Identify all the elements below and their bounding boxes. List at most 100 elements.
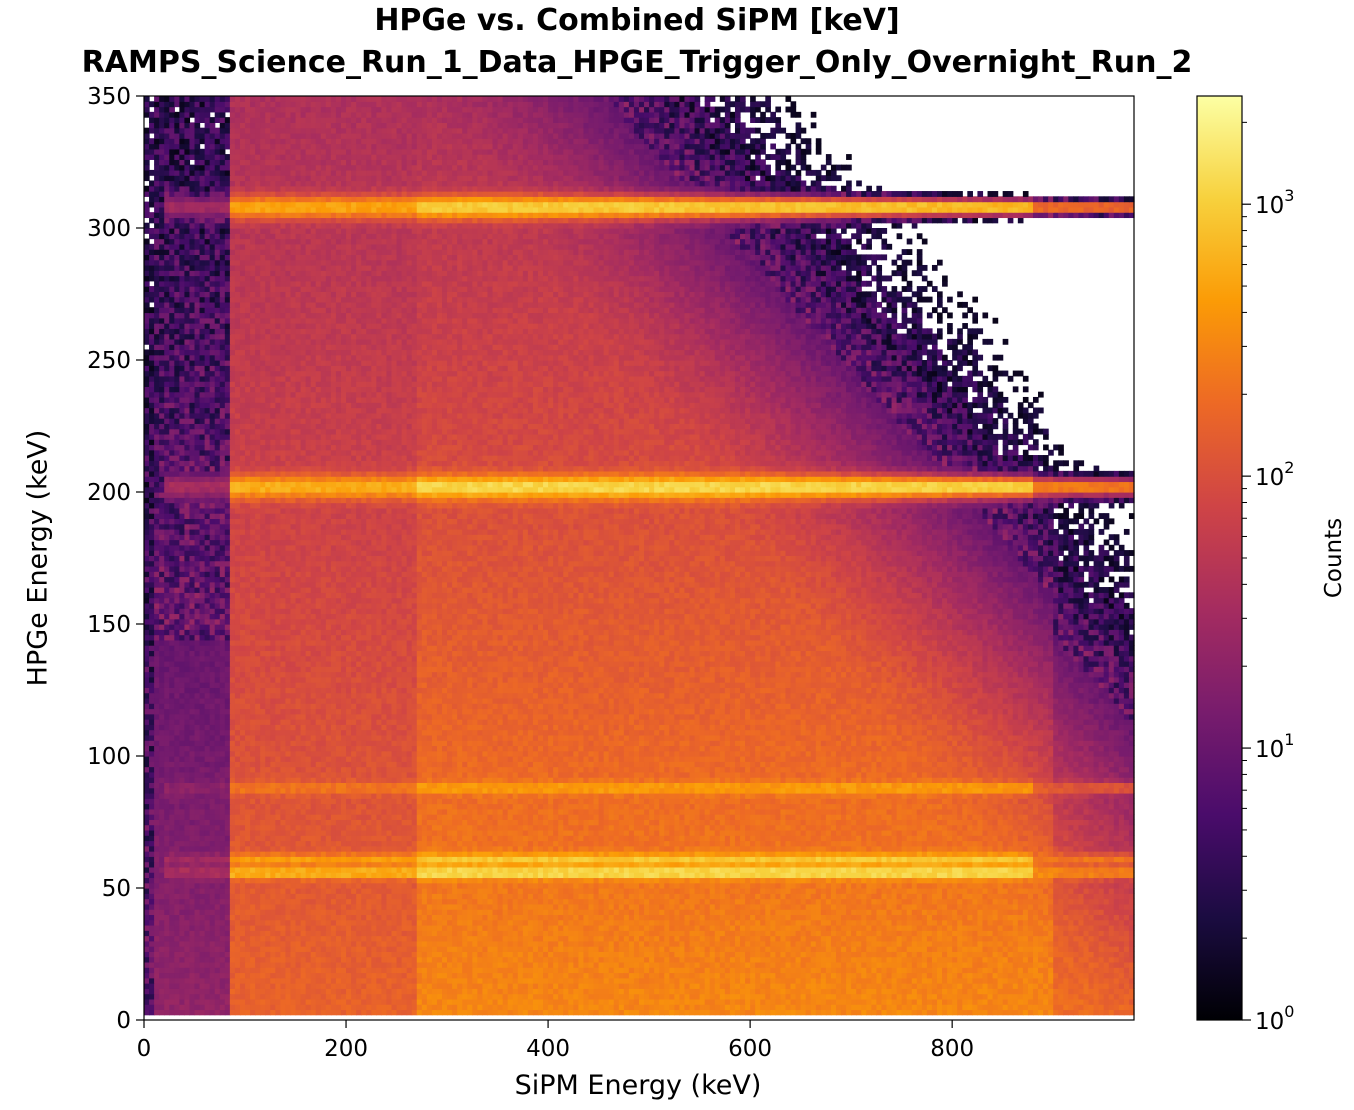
heatmap-cell: [1073, 994, 1079, 1000]
heatmap-cell: [594, 988, 600, 994]
heatmap-cell: [619, 1009, 625, 1015]
heatmap-cell: [462, 983, 468, 989]
heatmap-cell: [402, 994, 408, 1000]
heatmap-cell: [427, 999, 433, 1005]
heatmap-cell: [498, 988, 504, 994]
heatmap-cell: [851, 983, 857, 989]
heatmap-cell: [816, 994, 822, 1000]
heatmap-cell: [452, 994, 458, 1000]
heatmap-cell: [594, 994, 600, 1000]
heatmap-cell: [1008, 994, 1014, 1000]
heatmap-cell: [189, 999, 195, 1005]
heatmap-cell: [503, 1009, 509, 1015]
heatmap-cell: [821, 988, 827, 994]
heatmap-cell: [376, 983, 382, 989]
heatmap-cell: [710, 1009, 716, 1015]
heatmap-cell: [654, 983, 660, 989]
heatmap-cell: [573, 988, 579, 994]
heatmap-cell: [922, 988, 928, 994]
heatmap-cell: [503, 994, 509, 1000]
heatmap-cell: [477, 999, 483, 1005]
heatmap-cell: [169, 994, 175, 1000]
heatmap-cell: [583, 1009, 589, 1015]
heatmap-cell: [917, 1004, 923, 1010]
heatmap-cell: [477, 1004, 483, 1010]
heatmap-cell: [1094, 999, 1100, 1005]
heatmap-cell: [402, 1009, 408, 1015]
heatmap-cell: [604, 1009, 610, 1015]
heatmap-cell: [674, 988, 680, 994]
heatmap-cell: [1013, 994, 1019, 1000]
heatmap-cell: [376, 994, 382, 1000]
heatmap-cell: [493, 1009, 499, 1015]
heatmap-cell: [654, 1009, 660, 1015]
heatmap-cell: [902, 994, 908, 1000]
heatmap-cell: [846, 999, 852, 1005]
heatmap-cell: [982, 1009, 988, 1015]
heatmap-cell: [543, 1004, 549, 1010]
heatmap-cell: [887, 983, 893, 989]
heatmap-cell: [528, 994, 534, 1000]
heatmap-cell: [962, 988, 968, 994]
heatmap-cell: [371, 1004, 377, 1010]
heatmap-cell: [366, 1004, 372, 1010]
heatmap-cell: [1038, 988, 1044, 994]
heatmap-cell: [1058, 999, 1064, 1005]
heatmap-cell: [619, 983, 625, 989]
heatmap-cell: [1008, 999, 1014, 1005]
heatmap-cell: [215, 983, 221, 989]
heatmap-cell: [498, 1009, 504, 1015]
heatmap-cell: [184, 1004, 190, 1010]
heatmap-cell: [1124, 988, 1130, 994]
heatmap-cell: [871, 999, 877, 1005]
heatmap-cell: [568, 994, 574, 1000]
heatmap-cell: [179, 999, 185, 1005]
heatmap-cell: [659, 983, 665, 989]
heatmap-cell: [588, 1009, 594, 1015]
heatmap-cell: [356, 988, 362, 994]
heatmap-cell: [644, 988, 650, 994]
heatmap-cell: [982, 1004, 988, 1010]
heatmap-cell: [801, 1004, 807, 1010]
heatmap-cell: [275, 994, 281, 1000]
heatmap-cell: [1053, 988, 1059, 994]
heatmap-cell: [280, 994, 286, 1000]
heatmap-cell: [179, 1009, 185, 1015]
heatmap-cell: [780, 994, 786, 1000]
heatmap-cell: [543, 983, 549, 989]
heatmap-cell: [796, 988, 802, 994]
heatmap-cell: [351, 983, 357, 989]
heatmap-cell: [290, 999, 296, 1005]
heatmap-cell: [1058, 988, 1064, 994]
heatmap-cell: [270, 1004, 276, 1010]
heatmap-cell: [851, 1009, 857, 1015]
heatmap-cell: [336, 1009, 342, 1015]
heatmap-cell: [1114, 983, 1120, 989]
heatmap-cell: [1099, 999, 1105, 1005]
heatmap-cell: [447, 988, 453, 994]
heatmap-cell: [290, 983, 296, 989]
heatmap-cell: [1083, 1004, 1089, 1010]
heatmap-cell: [513, 999, 519, 1005]
heatmap-cell: [594, 999, 600, 1005]
heatmap-cell: [1008, 1004, 1014, 1010]
heatmap-cell: [775, 983, 781, 989]
heatmap-cell: [811, 1004, 817, 1010]
heatmap-cell: [523, 1004, 529, 1010]
heatmap-cell: [260, 983, 266, 989]
heatmap-cell: [957, 994, 963, 1000]
heatmap-cell: [1023, 1009, 1029, 1015]
heatmap-cell: [740, 1004, 746, 1010]
heatmap-cell: [705, 983, 711, 989]
heatmap-cell: [316, 994, 322, 1000]
heatmap-cell: [947, 999, 953, 1005]
heatmap-cell: [962, 1004, 968, 1010]
heatmap-cell: [265, 1009, 271, 1015]
heatmap-cell: [1053, 983, 1059, 989]
heatmap-cell: [255, 994, 261, 1000]
heatmap-cell: [664, 1004, 670, 1010]
heatmap-cell: [538, 994, 544, 1000]
heatmap-cell: [169, 999, 175, 1005]
heatmap-cell: [856, 988, 862, 994]
heatmap-cell: [184, 999, 190, 1005]
